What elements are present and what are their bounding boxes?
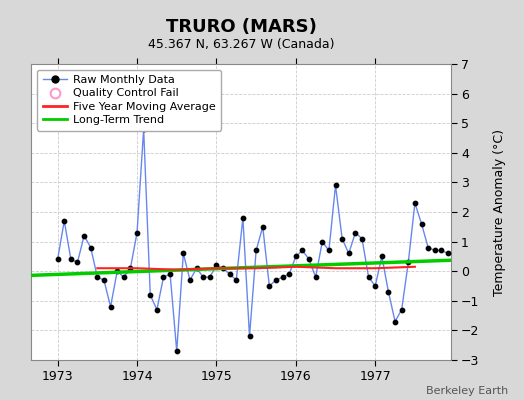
Point bbox=[272, 277, 280, 283]
Point bbox=[424, 244, 432, 251]
Point bbox=[139, 126, 148, 132]
Point bbox=[60, 218, 69, 224]
Point bbox=[93, 274, 102, 280]
Point bbox=[166, 271, 174, 277]
Legend: Raw Monthly Data, Quality Control Fail, Five Year Moving Average, Long-Term Tren: Raw Monthly Data, Quality Control Fail, … bbox=[37, 70, 221, 131]
Point bbox=[205, 274, 214, 280]
Point bbox=[212, 262, 221, 268]
Point bbox=[285, 271, 293, 277]
Point bbox=[80, 232, 89, 239]
Point bbox=[358, 236, 366, 242]
Point bbox=[292, 253, 300, 260]
Point bbox=[318, 238, 326, 245]
Point bbox=[53, 256, 62, 262]
Point bbox=[245, 333, 254, 340]
Point bbox=[411, 200, 419, 206]
Point bbox=[159, 274, 168, 280]
Point bbox=[311, 274, 320, 280]
Point bbox=[186, 277, 194, 283]
Point bbox=[152, 306, 161, 313]
Point bbox=[331, 182, 340, 188]
Point bbox=[437, 247, 445, 254]
Point bbox=[265, 283, 274, 289]
Point bbox=[225, 271, 234, 277]
Point bbox=[338, 236, 346, 242]
Point bbox=[113, 268, 122, 274]
Point bbox=[239, 215, 247, 221]
Point bbox=[146, 292, 155, 298]
Point bbox=[192, 265, 201, 272]
Point bbox=[73, 259, 82, 266]
Text: TRURO (MARS): TRURO (MARS) bbox=[166, 18, 316, 36]
Point bbox=[67, 256, 75, 262]
Point bbox=[305, 256, 313, 262]
Point bbox=[252, 247, 260, 254]
Point bbox=[384, 289, 392, 295]
Point bbox=[371, 283, 379, 289]
Text: 45.367 N, 63.267 W (Canada): 45.367 N, 63.267 W (Canada) bbox=[148, 38, 334, 51]
Point bbox=[351, 230, 359, 236]
Point bbox=[86, 244, 95, 251]
Point bbox=[298, 247, 307, 254]
Point bbox=[106, 304, 115, 310]
Point bbox=[258, 224, 267, 230]
Point bbox=[100, 277, 108, 283]
Point bbox=[345, 250, 353, 257]
Point bbox=[325, 247, 333, 254]
Point bbox=[133, 230, 141, 236]
Point bbox=[126, 265, 135, 272]
Point bbox=[199, 274, 208, 280]
Point bbox=[378, 253, 386, 260]
Point bbox=[179, 250, 188, 257]
Point bbox=[444, 250, 452, 257]
Point bbox=[278, 274, 287, 280]
Point bbox=[431, 247, 439, 254]
Text: Berkeley Earth: Berkeley Earth bbox=[426, 386, 508, 396]
Point bbox=[417, 221, 425, 227]
Point bbox=[391, 318, 399, 325]
Point bbox=[172, 348, 181, 354]
Point bbox=[219, 265, 227, 272]
Y-axis label: Temperature Anomaly (°C): Temperature Anomaly (°C) bbox=[493, 128, 506, 296]
Point bbox=[364, 274, 373, 280]
Point bbox=[119, 274, 128, 280]
Point bbox=[232, 277, 241, 283]
Point bbox=[404, 259, 412, 266]
Point bbox=[398, 306, 406, 313]
